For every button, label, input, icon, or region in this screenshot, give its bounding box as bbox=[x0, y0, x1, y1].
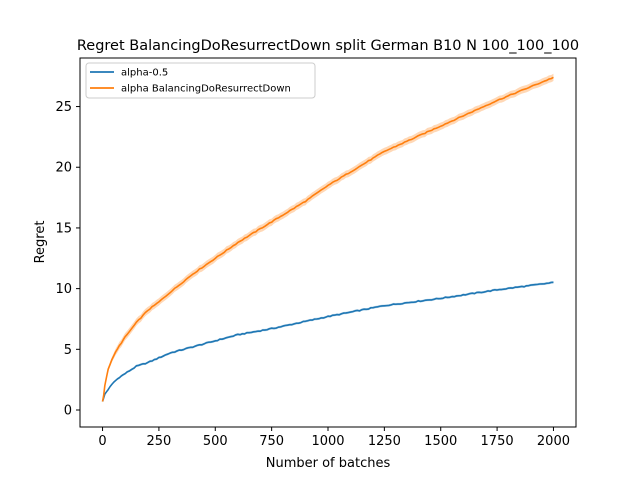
y-tick-label: 15 bbox=[55, 221, 72, 236]
x-axis-label: Number of batches bbox=[266, 456, 391, 471]
series-confidence-band bbox=[102, 281, 554, 402]
y-tick-label: 10 bbox=[55, 282, 72, 297]
series-line bbox=[101, 76, 554, 402]
x-tick-label: 1500 bbox=[424, 434, 457, 449]
series-group bbox=[101, 281, 554, 402]
x-tick-label: 250 bbox=[146, 434, 171, 449]
y-tick-label: 5 bbox=[64, 343, 72, 358]
plot-layer bbox=[101, 73, 554, 403]
chart-title: Regret BalancingDoResurrectDown split Ge… bbox=[77, 38, 579, 54]
series-group bbox=[101, 73, 554, 403]
plot-frame bbox=[79, 57, 577, 428]
x-tick-label: 0 bbox=[98, 434, 106, 449]
x-tick-label: 1250 bbox=[368, 434, 401, 449]
legend-label: alpha BalancingDoResurrectDown bbox=[121, 84, 291, 95]
y-axis-label: Regret bbox=[33, 221, 48, 264]
y-axis: 0 5 10 15 20 25 bbox=[55, 100, 80, 419]
y-tick-label: 0 bbox=[64, 404, 72, 419]
y-tick-label: 25 bbox=[55, 100, 72, 115]
x-tick-label: 1750 bbox=[481, 434, 514, 449]
series-line bbox=[101, 281, 554, 402]
x-tick-label: 750 bbox=[259, 434, 284, 449]
y-tick-label: 20 bbox=[55, 161, 72, 176]
legend: alpha-0.5 alpha BalancingDoResurrectDown bbox=[85, 62, 316, 99]
x-axis: 0 250 500 750 1000 1250 1500 1750 2000 bbox=[98, 427, 570, 449]
x-tick-label: 1000 bbox=[311, 434, 344, 449]
legend-label: alpha-0.5 bbox=[121, 68, 168, 79]
x-tick-label: 500 bbox=[203, 434, 228, 449]
x-tick-label: 2000 bbox=[537, 434, 570, 449]
legend-box bbox=[85, 62, 316, 99]
